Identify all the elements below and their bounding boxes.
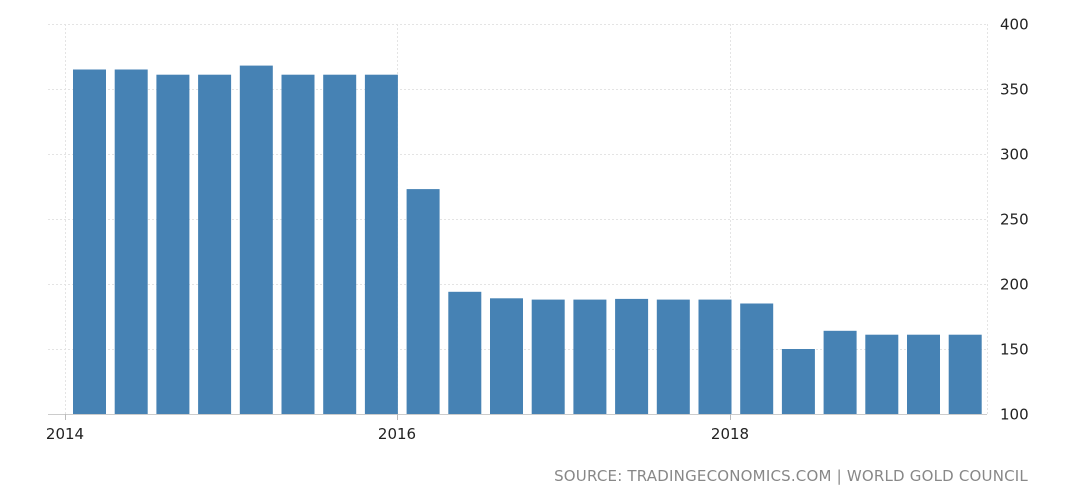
bar-2018-Q4 (865, 334, 899, 414)
bars (73, 65, 982, 414)
x-tick-label: 2016 (378, 425, 416, 443)
bar-2014-Q2 (114, 69, 148, 414)
bar-2016-Q1 (406, 189, 440, 414)
bar-2018-Q3 (823, 330, 857, 414)
bar-2015-Q3 (323, 74, 357, 414)
x-tick-label: 2018 (711, 425, 749, 443)
y-tick-label: 200 (1000, 276, 1029, 294)
bar-2017-Q4 (698, 299, 732, 414)
y-tick-label: 150 (1000, 341, 1029, 359)
bar-2014-Q3 (156, 74, 190, 414)
y-tick-label: 300 (1000, 146, 1029, 164)
y-tick-label: 400 (1000, 16, 1029, 34)
y-tick-label: 250 (1000, 211, 1029, 229)
bar-2014-Q4 (198, 74, 232, 414)
bar-2015-Q4 (364, 74, 398, 414)
bar-2016-Q3 (490, 298, 523, 414)
bar-2016-Q2 (448, 291, 482, 414)
bar-2017-Q1 (573, 299, 607, 414)
bar-2018-Q2 (781, 349, 815, 414)
bar-2018-Q1 (740, 303, 774, 414)
x-axis-tick-labels: 2014 2016 2018 (46, 425, 749, 443)
bar-2017-Q3 (656, 299, 690, 414)
bar-2016-Q4 (531, 299, 565, 414)
x-tick-label: 2014 (46, 425, 84, 443)
y-tick-label: 350 (1000, 81, 1029, 99)
y-axis-tick-labels: 100 150 200 250 300 350 400 (1000, 16, 1029, 424)
source-credit: SOURCE: TRADINGECONOMICS.COM | WORLD GOL… (554, 467, 1028, 485)
bar-2017-Q2 (615, 298, 649, 414)
bar-2015-Q1 (239, 65, 273, 414)
bar-2019-Q1 (907, 334, 940, 414)
bar-2019-Q2 (948, 334, 982, 414)
y-tick-label: 100 (1000, 406, 1029, 424)
bar-2014-Q1 (73, 69, 106, 414)
bar-2015-Q2 (281, 74, 315, 414)
